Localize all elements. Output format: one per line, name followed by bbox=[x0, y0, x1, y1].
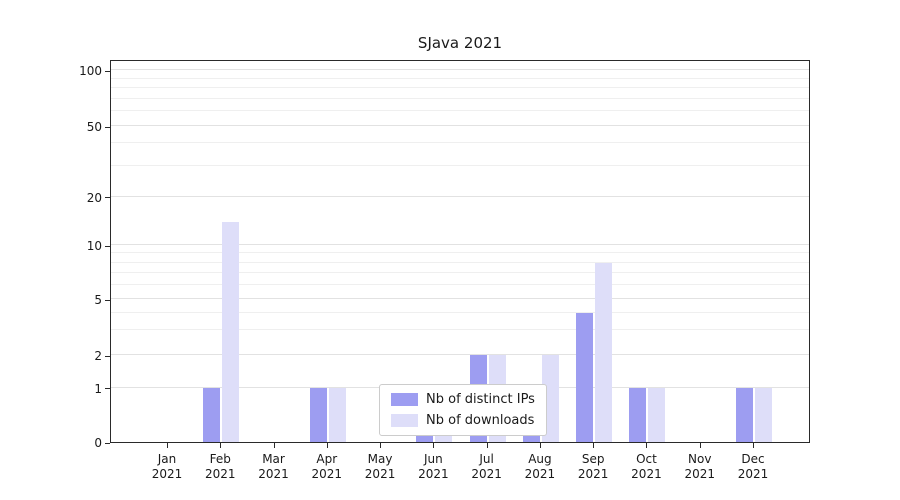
gridline-major bbox=[111, 69, 809, 71]
gridline-major bbox=[111, 354, 809, 356]
gridline-minor bbox=[111, 311, 809, 313]
x-tick-mark bbox=[699, 443, 701, 448]
legend: Nb of distinct IPs Nb of downloads bbox=[379, 384, 547, 436]
y-tick-mark bbox=[105, 70, 110, 72]
legend-label-distinct-ips: Nb of distinct IPs bbox=[426, 392, 535, 407]
legend-item-downloads: Nb of downloads bbox=[391, 413, 535, 428]
y-tick-label: 1 bbox=[94, 381, 102, 396]
gridline-major bbox=[111, 298, 809, 300]
x-tick-mark bbox=[380, 443, 382, 448]
gridline-minor bbox=[111, 97, 809, 99]
y-tick-label: 100 bbox=[79, 64, 102, 79]
bar-distinct-ips bbox=[203, 388, 221, 442]
bar-downloads bbox=[648, 388, 666, 442]
bar-downloads bbox=[755, 388, 772, 442]
x-tick-label: Nov 2021 bbox=[684, 452, 715, 481]
gridline-major bbox=[111, 195, 809, 197]
bar-downloads bbox=[222, 222, 240, 442]
x-tick-mark bbox=[167, 443, 168, 448]
x-tick-mark bbox=[433, 443, 435, 448]
chart-title: SJava 2021 bbox=[417, 34, 503, 52]
legend-swatch-downloads bbox=[391, 414, 418, 427]
y-tick-mark bbox=[105, 197, 110, 199]
y-tick-label: 20 bbox=[86, 190, 102, 205]
y-tick-label: 10 bbox=[86, 239, 102, 254]
bar-distinct-ips bbox=[576, 313, 594, 442]
x-tick-label: Feb 2021 bbox=[204, 452, 236, 481]
gridline-minor bbox=[111, 261, 809, 263]
x-tick-mark bbox=[753, 443, 754, 448]
legend-item-distinct-ips: Nb of distinct IPs bbox=[391, 392, 535, 407]
gridline-major bbox=[111, 125, 809, 127]
x-tick-label: Oct 2021 bbox=[631, 452, 662, 481]
x-tick-label: Dec 2021 bbox=[737, 452, 769, 481]
y-tick-label: 50 bbox=[86, 120, 102, 135]
y-tick-mark bbox=[105, 299, 110, 301]
x-tick-label: Apr 2021 bbox=[311, 452, 343, 481]
x-tick-label: Aug 2021 bbox=[524, 452, 556, 481]
y-tick-mark bbox=[105, 355, 110, 357]
x-tick-mark bbox=[593, 443, 595, 448]
gridline-minor bbox=[111, 329, 809, 331]
gridline-minor bbox=[111, 87, 809, 89]
gridline-minor bbox=[111, 283, 809, 285]
x-tick-mark bbox=[486, 443, 488, 448]
x-tick-label: May 2021 bbox=[364, 452, 396, 481]
gridline-major bbox=[111, 244, 809, 246]
y-tick-mark bbox=[105, 388, 110, 390]
x-tick-label: Jul 2021 bbox=[471, 452, 502, 481]
x-tick-label: Sep 2021 bbox=[577, 452, 609, 481]
y-tick-mark bbox=[105, 245, 110, 247]
y-tick-mark bbox=[105, 126, 110, 128]
x-tick-mark bbox=[220, 443, 222, 448]
gridline-minor bbox=[111, 271, 809, 273]
bar-distinct-ips bbox=[736, 388, 753, 442]
y-tick-mark bbox=[105, 442, 110, 444]
gridline-minor bbox=[111, 77, 809, 79]
y-tick-label: 2 bbox=[94, 349, 102, 364]
y-tick-label: 5 bbox=[94, 293, 102, 308]
bar-downloads bbox=[595, 263, 613, 442]
legend-label-downloads: Nb of downloads bbox=[426, 413, 535, 428]
plot-area: Nb of distinct IPs Nb of downloads bbox=[110, 60, 810, 443]
x-tick-mark bbox=[273, 443, 275, 448]
gridline-minor bbox=[111, 142, 809, 144]
x-tick-label: Mar 2021 bbox=[258, 452, 289, 481]
gridline-minor bbox=[111, 110, 809, 112]
x-tick-label: Jun 2021 bbox=[418, 452, 449, 481]
legend-swatch-distinct-ips bbox=[391, 393, 418, 406]
x-tick-mark bbox=[646, 443, 648, 448]
x-tick-label: Jan 2021 bbox=[151, 452, 183, 481]
x-tick-mark bbox=[326, 443, 328, 448]
y-tick-label: 0 bbox=[94, 436, 102, 450]
gridline-minor bbox=[111, 164, 809, 166]
bar-downloads bbox=[328, 388, 346, 442]
gridline-minor bbox=[111, 252, 809, 254]
x-tick-mark bbox=[539, 443, 541, 448]
bar-distinct-ips bbox=[309, 388, 327, 442]
bar-distinct-ips bbox=[629, 388, 647, 442]
